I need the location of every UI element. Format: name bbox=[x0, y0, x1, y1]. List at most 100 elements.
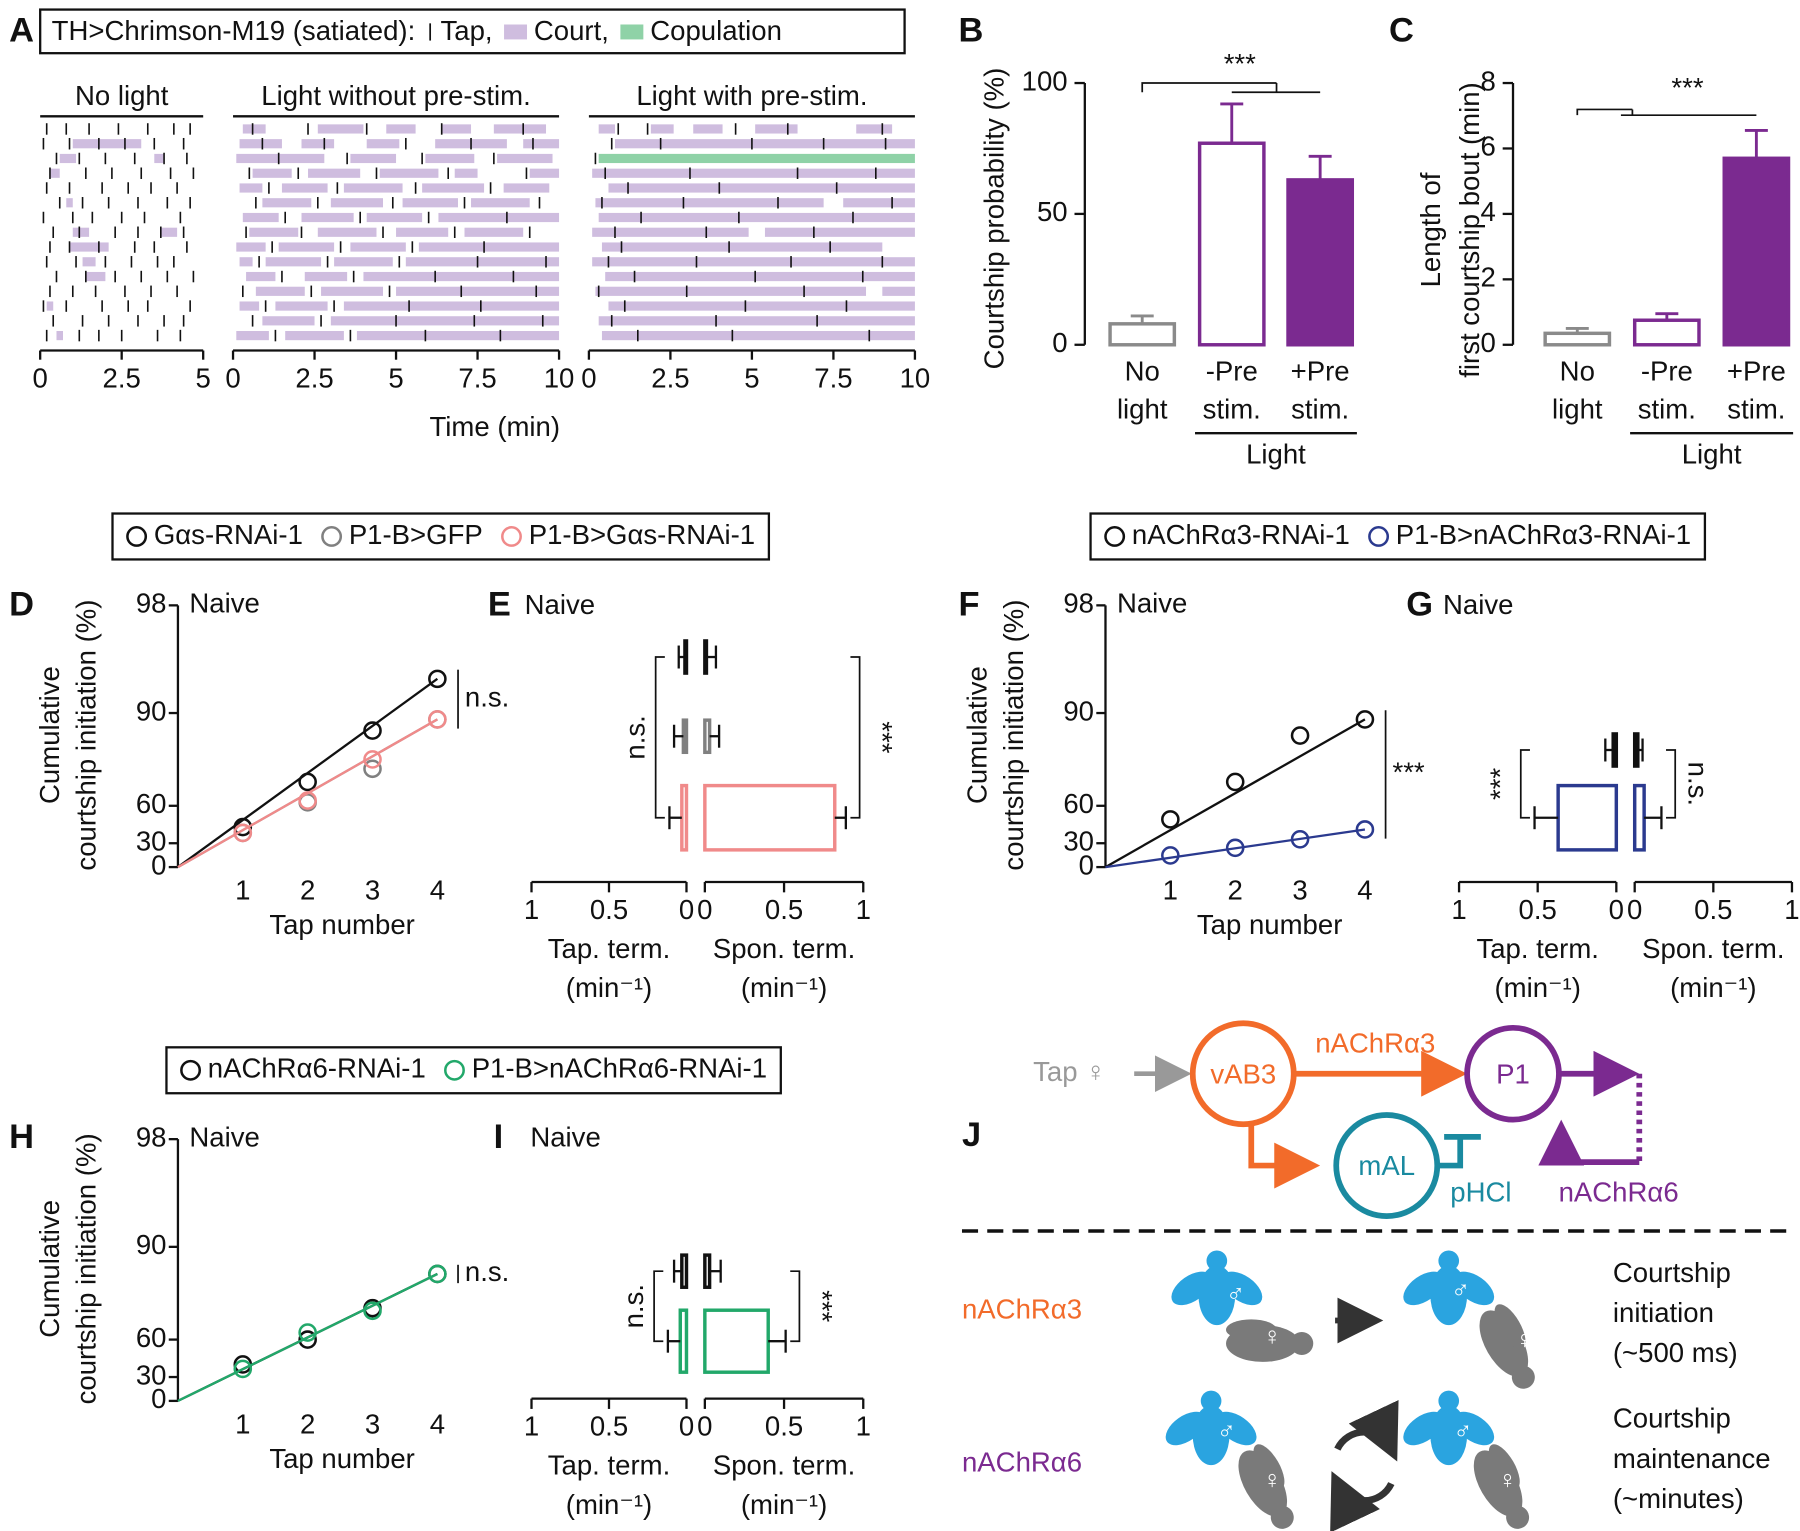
caption: maintenance bbox=[1613, 1443, 1771, 1474]
court-bout bbox=[755, 124, 798, 134]
legend-marker bbox=[1368, 526, 1390, 547]
court-bout bbox=[59, 153, 77, 164]
x-tick-label: 5 bbox=[744, 363, 759, 394]
court-bout bbox=[693, 124, 723, 134]
spon-bar bbox=[1632, 732, 1640, 768]
x-tick-label: 0 bbox=[679, 1411, 694, 1442]
chart-title: TH>Chrimson-M19 (satiated): bbox=[52, 15, 416, 46]
court-bout bbox=[529, 168, 560, 178]
y-axis-label: Cumulative bbox=[34, 1200, 65, 1338]
row-label: nAChRα3 bbox=[962, 1294, 1082, 1325]
y-tick-label: 90 bbox=[1063, 695, 1094, 726]
x-tick-label: 2.5 bbox=[103, 363, 141, 394]
x-tick-label: 2.5 bbox=[651, 363, 689, 394]
y-axis-label: courtship initiation (%) bbox=[71, 1133, 102, 1404]
legend-label: nAChRα3-RNAi-1 bbox=[1132, 519, 1350, 550]
fit-line bbox=[1104, 718, 1366, 869]
node-label: vAB3 bbox=[1210, 1058, 1276, 1089]
spon-bar bbox=[703, 1308, 770, 1374]
x-axis-label: Tap number bbox=[269, 1443, 414, 1474]
court-bout bbox=[366, 139, 400, 149]
subpanel-title: Light with pre-stim. bbox=[636, 80, 867, 111]
panel-letter: E bbox=[488, 586, 511, 624]
y-axis-label: Length of bbox=[1415, 172, 1446, 287]
significance-bracket bbox=[653, 1270, 664, 1343]
panel-letter: C bbox=[1389, 12, 1414, 50]
panel-title: Naive bbox=[189, 1121, 259, 1152]
legend-box bbox=[39, 8, 906, 55]
y-tick-label: 50 bbox=[1037, 196, 1068, 227]
sex-symbol: ♂ bbox=[1226, 1280, 1245, 1308]
arrow bbox=[1248, 1125, 1321, 1189]
caption: (~minutes) bbox=[1613, 1483, 1744, 1514]
court-bout bbox=[304, 271, 348, 282]
significance-bracket bbox=[1141, 82, 1321, 94]
court-bout bbox=[493, 124, 547, 134]
court-bout bbox=[396, 286, 560, 296]
court-bout bbox=[275, 301, 328, 311]
x-tick-label: 1 bbox=[856, 1411, 871, 1442]
data-point bbox=[1290, 829, 1310, 849]
court-bout bbox=[236, 242, 266, 252]
y-tick-label: 90 bbox=[136, 1229, 167, 1260]
court-bout bbox=[255, 286, 305, 296]
x-tick-label: 2 bbox=[300, 1408, 315, 1439]
fly-female bbox=[1469, 1299, 1550, 1397]
court-bout bbox=[350, 242, 406, 252]
legend-label: P1-B>nAChRα6-RNAi-1 bbox=[472, 1053, 767, 1084]
court-bout bbox=[601, 242, 883, 252]
court-bout bbox=[239, 139, 282, 149]
court-bout bbox=[265, 257, 322, 267]
data-point bbox=[1225, 838, 1245, 858]
x-axis-label: (min⁻¹) bbox=[1670, 972, 1756, 1003]
y-tick-label: 8 bbox=[1480, 65, 1495, 96]
y-axis-label: Cumulative bbox=[961, 666, 992, 804]
x-tick-label: 10 bbox=[544, 363, 575, 394]
y-tick-label: 60 bbox=[136, 1322, 167, 1353]
legend-label: P1-B>GFP bbox=[349, 519, 483, 550]
court-bout bbox=[154, 153, 165, 164]
significance: n.s. bbox=[620, 715, 651, 759]
court-bout bbox=[650, 124, 674, 134]
court-bout bbox=[856, 124, 893, 134]
cycle-arrow bbox=[1330, 1471, 1395, 1531]
x-tick-label: stim. bbox=[1203, 394, 1261, 425]
court-bout bbox=[285, 330, 344, 341]
court-bout bbox=[321, 286, 384, 296]
panel-title: Naive bbox=[530, 1121, 600, 1152]
court-bout bbox=[160, 227, 178, 237]
x-tick-label: stim. bbox=[1727, 394, 1785, 425]
x-tick-label: 0.5 bbox=[590, 894, 628, 925]
legend-marker bbox=[321, 526, 343, 547]
bar bbox=[1286, 178, 1355, 347]
x-tick-label: 0 bbox=[225, 363, 240, 394]
copulation-bout bbox=[598, 153, 915, 164]
x-tick-label: 4 bbox=[1357, 875, 1372, 906]
x-tick-label: 0 bbox=[581, 363, 596, 394]
spon-bar bbox=[703, 639, 709, 675]
court-bout bbox=[595, 198, 824, 208]
court-bout bbox=[386, 124, 416, 134]
tap-node: Tap ♀ bbox=[1033, 1056, 1106, 1087]
x-tick-label: 0 bbox=[697, 894, 712, 925]
subpanel-title: No light bbox=[75, 80, 169, 111]
y-tick-label: 6 bbox=[1480, 131, 1495, 162]
inhibition bbox=[1437, 1133, 1481, 1169]
court-bout bbox=[598, 212, 915, 223]
x-axis-label: (min⁻¹) bbox=[566, 972, 652, 1003]
data-point bbox=[233, 817, 253, 837]
y-axis-label: courtship initiation (%) bbox=[71, 600, 102, 871]
x-tick-label: 10 bbox=[900, 363, 931, 394]
court-bout bbox=[438, 212, 560, 223]
x-tick-label: 0.5 bbox=[765, 1411, 803, 1442]
data-point bbox=[428, 1264, 447, 1284]
y-tick-label: 60 bbox=[1063, 788, 1094, 819]
court-bout bbox=[343, 183, 403, 193]
y-tick-label: 4 bbox=[1480, 196, 1495, 227]
court-bout bbox=[843, 198, 915, 208]
sex-symbol: ♀ bbox=[1263, 1466, 1282, 1494]
legend-box bbox=[111, 512, 771, 561]
court-bout bbox=[72, 227, 90, 237]
data-point bbox=[1161, 846, 1180, 865]
court-bout bbox=[405, 257, 560, 267]
